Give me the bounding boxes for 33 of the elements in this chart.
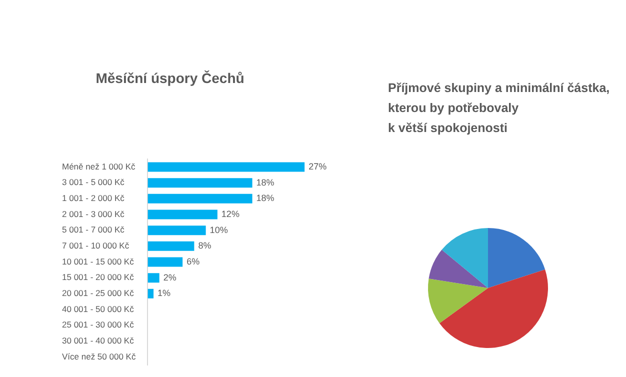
data-label: 18%: [256, 193, 274, 204]
data-label: 27%: [308, 162, 327, 172]
y-tick-label: 15 001 - 20 000 Kč: [62, 272, 135, 282]
y-tick-label: 30 001 - 40 000 Kč: [62, 336, 135, 346]
bar: [148, 288, 154, 298]
y-tick-label: 10 001 - 15 000 Kč: [62, 256, 135, 266]
data-label: 12%: [221, 208, 240, 219]
bar: [148, 210, 218, 220]
y-tick-label: 7 001 - 10 000 Kč: [62, 240, 130, 251]
y-tick-label: 2 001 - 3 000 Kč: [62, 208, 126, 219]
data-label: 10%: [210, 224, 228, 235]
y-tick-label: 40 001 - 50 000 Kč: [62, 304, 135, 314]
chart-title: Měsíční úspory Čechů: [94, 70, 246, 86]
y-tick-label: 20 001 - 25 000 Kč: [62, 288, 135, 298]
y-tick-label: Méně než 1 000 Kč: [62, 161, 136, 172]
y-tick-label: Více než 50 000 Kč: [62, 351, 136, 362]
bar: [148, 194, 252, 204]
data-label: 8%: [198, 240, 212, 251]
bar: [148, 178, 252, 188]
bar: [148, 257, 183, 267]
data-label: 6%: [186, 256, 200, 266]
bar: [148, 241, 194, 251]
bar: [148, 273, 160, 283]
y-tick-label: 25 001 - 30 000 Kč: [62, 320, 135, 330]
y-tick-label: 3 001 - 5 000 Kč: [62, 177, 126, 188]
data-label: 1%: [158, 288, 171, 298]
bar: [148, 162, 305, 172]
y-tick-label: 1 001 - 2 000 Kč: [62, 193, 126, 204]
bar: [148, 226, 206, 236]
data-label: 2%: [163, 272, 176, 282]
chart-title: Příjmové skupiny a minimální částka, kterou by potřebovaly k větší spokojenosti: [388, 80, 610, 137]
y-tick-label: 5 001 - 7 000 Kč: [62, 224, 126, 235]
data-label: 18%: [256, 177, 274, 188]
